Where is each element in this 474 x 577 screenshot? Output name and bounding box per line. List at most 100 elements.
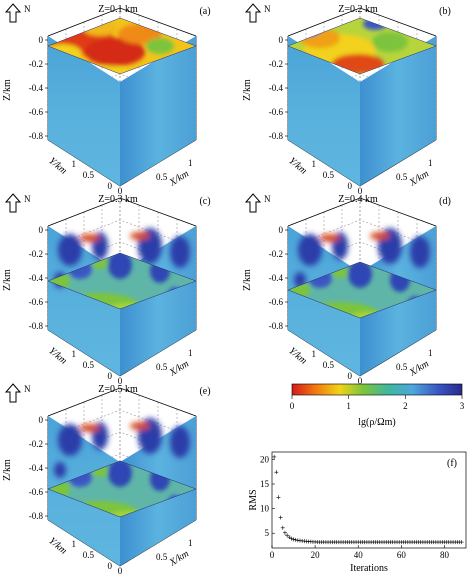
panel-letter: (b) (439, 6, 451, 17)
z-tick-label: -0.6 (269, 297, 284, 307)
panel-letter: (f) (447, 458, 457, 469)
rms-point (289, 536, 294, 541)
z-tick-label: -0.6 (269, 107, 284, 117)
north-label: N (24, 4, 31, 14)
north-label: N (24, 384, 31, 394)
x-tick-label: 1 (188, 538, 193, 548)
x-axis-label: X/km (167, 548, 191, 569)
y-axis-label: Y/km (286, 155, 308, 176)
y-axis-label: Y/km (46, 535, 68, 556)
north-label: N (24, 194, 31, 204)
y-tick-label: 0 (348, 181, 353, 191)
north-label: N (264, 194, 271, 204)
z-axis: 0 -0.2 -0.4 -0.6 -0.8 Z/km (242, 35, 288, 141)
rms-point (287, 535, 292, 540)
section-wall-y (288, 36, 360, 186)
section-wall-x (360, 36, 436, 186)
y-tick-label: 1 (72, 349, 77, 359)
y-tick-label: 0.5 (323, 170, 335, 180)
y-tick-label: 0 (348, 371, 353, 381)
x-tick-label: 0 (118, 376, 123, 386)
x-tick-label: 0.5 (156, 362, 168, 372)
z-tick-label: -0.8 (29, 511, 44, 521)
z-axis: 0 -0.2 -0.4 -0.6 -0.8 Z/km (2, 415, 48, 521)
panel-a: 0-0.2-0.4-0.6-0.8Z/km10.50Y/km00.51X/kmZ… (2, 3, 211, 196)
depth-title: Z=0.3 km (98, 194, 138, 205)
z-axis-label: Z/km (2, 269, 13, 291)
z-axis: 0 -0.2 -0.4 -0.6 -0.8 Z/km (2, 225, 48, 331)
north-arrow-icon: N (4, 383, 31, 403)
rms-point (278, 515, 283, 520)
depth-title: Z=0.4 km (338, 194, 378, 205)
rms-x-tick-label: 80 (440, 550, 450, 560)
panel-c: 0-0.2-0.4-0.6-0.8Z/km10.50Y/km00.51X/kmZ… (2, 193, 211, 386)
y-tick-label: 1 (72, 539, 77, 549)
z-tick-label: -0.8 (269, 321, 284, 331)
rms-y-tick-label: 5 (265, 528, 270, 538)
y-tick-label: 0.5 (83, 550, 95, 560)
wall-anomalies (54, 418, 190, 478)
rms-y-label: RMS (248, 489, 259, 510)
plot-frame (271, 451, 467, 549)
section-wall-x (120, 36, 196, 186)
colorbar-gradient (291, 383, 463, 396)
rms-x-tick-label: 60 (397, 550, 407, 560)
z-tick-label: -0.8 (269, 131, 284, 141)
colorbar-tick-label: 3 (460, 401, 465, 411)
y-tick-label: 0.5 (83, 170, 95, 180)
x-tick-label: 1 (188, 158, 193, 168)
rms-point (282, 530, 287, 535)
depth-title: Z=0.5 km (98, 384, 138, 395)
wall-anomalies (294, 228, 430, 288)
rms-y-tick-label: 20 (260, 454, 270, 464)
depth-title: Z=0.1 km (98, 4, 138, 15)
rms-point (274, 470, 279, 475)
north-arrow-icon: N (244, 193, 271, 213)
y-tick-label: 1 (312, 349, 317, 359)
y-tick-label: 0.5 (323, 360, 335, 370)
z-tick-label: -0.4 (29, 83, 44, 93)
z-tick-label: -0.8 (29, 321, 44, 331)
z-tick-label: -0.2 (29, 59, 43, 69)
z-tick-label: 0 (39, 225, 44, 235)
z-tick-label: -0.6 (29, 487, 44, 497)
x-tick-label: 1 (428, 158, 433, 168)
z-tick-label: -0.8 (29, 131, 44, 141)
z-tick-label: 0 (279, 225, 284, 235)
x-tick-label: 0.5 (156, 172, 168, 182)
colorbar-tick-label: 2 (403, 401, 408, 411)
panel-e: 0-0.2-0.4-0.6-0.8Z/km10.50Y/km00.51X/kmZ… (2, 383, 211, 576)
x-tick-label: 0.5 (396, 362, 408, 372)
z-tick-label: -0.4 (29, 273, 44, 283)
colorbar: 0 1 2 3 lg(ρ/Ωm) (290, 383, 465, 428)
z-tick-label: -0.4 (269, 273, 284, 283)
z-tick-label: 0 (279, 35, 284, 45)
north-arrow-icon: N (4, 193, 31, 213)
y-axis-label: Y/km (46, 345, 68, 366)
z-tick-label: -0.2 (269, 59, 283, 69)
rms-point (293, 537, 298, 542)
x-axis-label: X/km (407, 358, 431, 379)
colorbar-tick-label: 0 (290, 401, 295, 411)
north-arrow-icon: N (4, 3, 31, 23)
rms-x-tick-label: 20 (311, 550, 321, 560)
z-tick-label: -0.4 (29, 463, 44, 473)
wall-anomalies (54, 228, 190, 288)
y-tick-label: 0 (108, 181, 113, 191)
z-tick-label: -0.2 (29, 439, 43, 449)
north-label: N (264, 4, 271, 14)
panel-letter: (d) (439, 196, 451, 207)
north-arrow-icon: N (244, 3, 271, 23)
z-tick-label: -0.2 (29, 249, 43, 259)
z-tick-label: -0.4 (269, 83, 284, 93)
x-axis-label: X/km (167, 358, 191, 379)
rms-chart: 0 20 40 60 80 5 10 15 20 Iterations RMS (f) (248, 451, 467, 574)
rms-point (291, 537, 296, 542)
depth-title: Z=0.2 km (338, 4, 378, 15)
z-axis-label: Z/km (2, 79, 13, 101)
x-tick-label: 0 (118, 186, 123, 196)
z-axis: 0 -0.2 -0.4 -0.6 -0.8 Z/km (2, 35, 48, 141)
z-axis: 0 -0.2 -0.4 -0.6 -0.8 Z/km (242, 225, 288, 331)
x-tick-label: 1 (428, 348, 433, 358)
